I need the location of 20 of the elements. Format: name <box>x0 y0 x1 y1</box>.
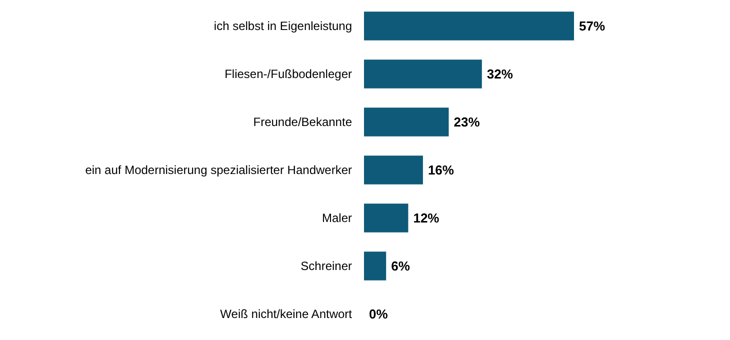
y-tick-label: Maler <box>322 211 352 225</box>
data-label: 6% <box>391 258 410 274</box>
bar <box>364 204 408 232</box>
data-label: 0% <box>369 306 388 322</box>
y-tick-label: Fliesen-/Fußbodenleger <box>224 67 352 81</box>
bar <box>364 108 449 136</box>
y-tick-label: Weiß nicht/keine Antwort <box>220 307 353 321</box>
data-label: 57% <box>579 18 606 34</box>
data-label: 12% <box>413 210 440 226</box>
bar <box>364 12 574 40</box>
bar <box>364 60 482 88</box>
bar <box>364 252 386 280</box>
y-tick-label: Freunde/Bekannte <box>253 115 352 129</box>
bar <box>364 156 423 184</box>
data-label: 16% <box>428 162 454 178</box>
y-tick-label: ich selbst in Eigenleistung <box>214 19 352 33</box>
data-label: 23% <box>454 114 480 130</box>
y-tick-label: Schreiner <box>300 259 352 273</box>
y-tick-label: ein auf Modernisierung spezialisierter Handwerker <box>85 163 352 177</box>
data-label: 32% <box>486 66 514 82</box>
